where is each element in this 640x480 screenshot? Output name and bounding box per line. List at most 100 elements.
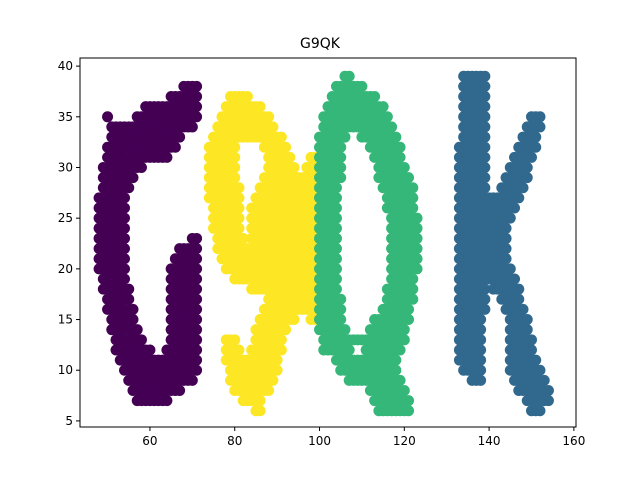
scatter-point bbox=[479, 111, 491, 123]
scatter-point bbox=[191, 101, 203, 113]
y-tick-label: 40 bbox=[58, 59, 73, 73]
scatter-point bbox=[119, 222, 131, 234]
scatter-point bbox=[343, 70, 355, 82]
scatter-point bbox=[390, 131, 402, 143]
scatter-point bbox=[267, 374, 279, 386]
scatter-point bbox=[475, 354, 487, 366]
scatter-point bbox=[186, 374, 198, 386]
scatter-point bbox=[335, 293, 347, 305]
scatter-point bbox=[330, 212, 342, 224]
scatter-point bbox=[500, 232, 512, 244]
scatter-point bbox=[394, 344, 406, 356]
scatter-point bbox=[271, 354, 283, 366]
scatter-point bbox=[403, 314, 415, 326]
scatter-point bbox=[343, 344, 355, 356]
scatter-point bbox=[191, 263, 203, 275]
scatter-point bbox=[191, 303, 203, 315]
scatter-point bbox=[479, 151, 491, 163]
scatter-point bbox=[479, 283, 491, 295]
scatter-point bbox=[119, 243, 131, 255]
scatter-point bbox=[330, 202, 342, 214]
scatter-point bbox=[123, 293, 135, 305]
scatter-point bbox=[500, 243, 512, 255]
scatter-point bbox=[119, 232, 131, 244]
scatter-point bbox=[335, 161, 347, 173]
scatter-point bbox=[102, 111, 114, 123]
scatter-point bbox=[509, 273, 521, 285]
scatter-point bbox=[335, 303, 347, 315]
scatter-point bbox=[161, 151, 173, 163]
scatter-point bbox=[407, 192, 419, 204]
x-tick-label: 120 bbox=[393, 434, 416, 448]
scatter-point bbox=[263, 111, 275, 123]
scatter-point bbox=[386, 121, 398, 133]
scatter-point bbox=[521, 172, 533, 184]
scatter-point bbox=[186, 121, 198, 133]
scatter-point bbox=[525, 334, 537, 346]
scatter-point bbox=[538, 374, 550, 386]
scatter-point bbox=[191, 293, 203, 305]
scatter-point bbox=[504, 263, 516, 275]
scatter-point bbox=[161, 395, 173, 407]
scatter-point bbox=[530, 131, 542, 143]
y-tick-label: 25 bbox=[58, 211, 73, 225]
scatter-point bbox=[288, 161, 300, 173]
scatter-point bbox=[475, 314, 487, 326]
scatter-point bbox=[534, 364, 546, 376]
scatter-point bbox=[394, 374, 406, 386]
scatter-point bbox=[475, 374, 487, 386]
scatter-point bbox=[284, 151, 296, 163]
scatter-point bbox=[398, 385, 410, 397]
scatter-point bbox=[407, 202, 419, 214]
scatter-point bbox=[475, 344, 487, 356]
scatter-point bbox=[233, 344, 245, 356]
scatter-point bbox=[479, 182, 491, 194]
scatter-point bbox=[267, 121, 279, 133]
scatter-point bbox=[288, 314, 300, 326]
scatter-point bbox=[191, 80, 203, 92]
scatter-point bbox=[229, 334, 241, 346]
scatter-point bbox=[330, 263, 342, 275]
scatter-point bbox=[504, 212, 516, 224]
scatter-point bbox=[191, 364, 203, 376]
scatter-point bbox=[191, 232, 203, 244]
scatter-point bbox=[237, 232, 249, 244]
scatter-point bbox=[398, 334, 410, 346]
scatter-point bbox=[517, 182, 529, 194]
y-tick-label: 20 bbox=[58, 262, 73, 276]
scatter-point bbox=[394, 141, 406, 153]
scatter-point bbox=[407, 293, 419, 305]
scatter-point bbox=[254, 405, 266, 417]
scatter-point bbox=[241, 91, 253, 103]
scatter-point bbox=[191, 354, 203, 366]
scatter-point bbox=[381, 111, 393, 123]
scatter-point bbox=[525, 344, 537, 356]
scatter-point bbox=[254, 101, 266, 113]
scatter-point bbox=[500, 253, 512, 265]
scatter-point bbox=[335, 151, 347, 163]
scatter-point bbox=[411, 263, 423, 275]
scatter-point bbox=[271, 364, 283, 376]
scatter-point bbox=[169, 141, 181, 153]
scatter-point bbox=[135, 334, 147, 346]
scatter-point bbox=[263, 385, 275, 397]
scatter-point bbox=[174, 131, 186, 143]
scatter-point bbox=[411, 243, 423, 255]
scatter-point bbox=[127, 303, 139, 315]
scatter-point bbox=[233, 212, 245, 224]
y-tick-label: 15 bbox=[58, 313, 73, 327]
scatter-point bbox=[233, 192, 245, 204]
scatter-point bbox=[369, 91, 381, 103]
scatter-point bbox=[119, 192, 131, 204]
scatter-point bbox=[534, 121, 546, 133]
scatter-point bbox=[174, 385, 186, 397]
x-tick-label: 80 bbox=[227, 434, 242, 448]
scatter-point bbox=[513, 283, 525, 295]
scatter-point bbox=[229, 161, 241, 173]
scatter-point bbox=[339, 131, 351, 143]
x-tick-label: 60 bbox=[142, 434, 157, 448]
x-tick-label: 140 bbox=[478, 434, 501, 448]
scatter-point bbox=[127, 172, 139, 184]
scatter-point bbox=[525, 151, 537, 163]
scatter-point bbox=[191, 344, 203, 356]
